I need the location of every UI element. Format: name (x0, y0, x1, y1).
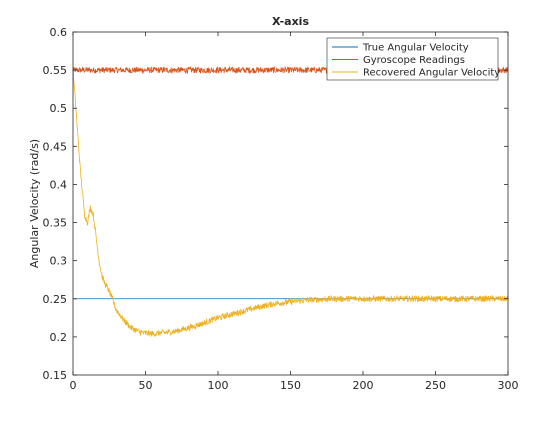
y-axis-label: Angular Velocity (rad/s) (28, 139, 41, 268)
x-tick-label: 100 (208, 379, 229, 392)
y-tick-label: 0.55 (43, 64, 68, 77)
y-tick-label: 0.35 (43, 217, 68, 230)
x-tick-label: 50 (139, 379, 153, 392)
legend-label: Gyroscope Readings (363, 55, 465, 66)
ticks-layer: 0 50 100 150 200 250 300 0.15 0.2 0.25 0.3 0.35 0.4 0… (43, 26, 519, 392)
y-tick-label: 0.5 (50, 102, 68, 115)
y-tick-label: 0.15 (43, 369, 68, 382)
y-tick-label: 0.3 (50, 255, 68, 268)
y-tick-label: 0.2 (50, 331, 68, 344)
y-tick-label: 0.45 (43, 140, 68, 153)
x-tick-label: 300 (498, 379, 519, 392)
plot-background (73, 32, 508, 375)
legend-label: Recovered Angular Velocity (363, 68, 500, 79)
y-tick-label: 0.6 (50, 26, 68, 39)
series-line-2 (72, 71, 509, 337)
y-tick-label: 0.4 (50, 178, 68, 191)
chart-title: X-axis (272, 15, 309, 28)
y-tick-label: 0.25 (43, 293, 68, 306)
legend-label: True Angular Velocity (362, 43, 469, 54)
x-tick-label: 150 (280, 379, 301, 392)
x-tick-label: 200 (353, 379, 374, 392)
x-tick-label: 250 (425, 379, 446, 392)
x-tick-label: 0 (70, 379, 77, 392)
